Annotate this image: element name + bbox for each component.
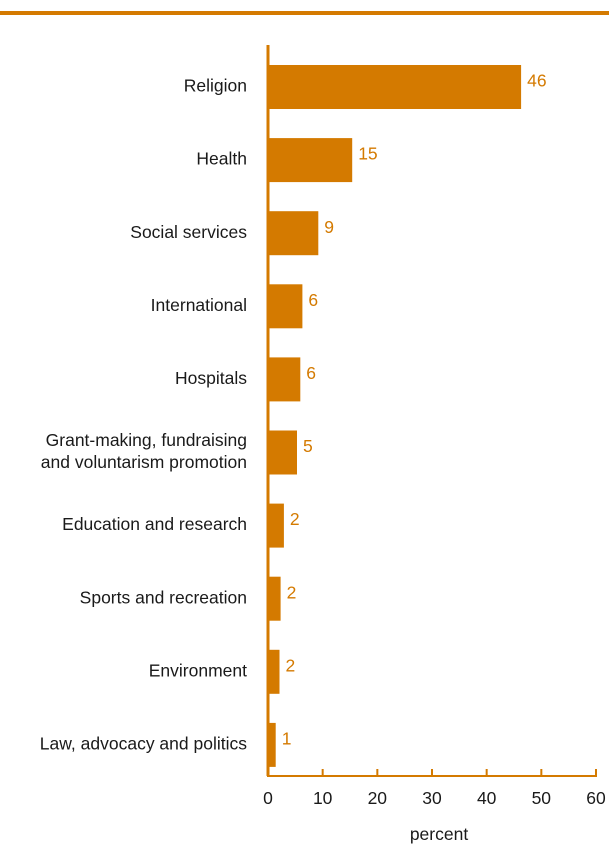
x-tick-label: 60	[586, 788, 606, 808]
category-label: Grant-making, fundraising	[46, 430, 247, 450]
bar	[268, 211, 319, 256]
bar	[268, 357, 301, 402]
x-tick-label: 0	[263, 788, 273, 808]
data-label: 15	[358, 144, 377, 164]
category-label: Education and research	[62, 514, 247, 534]
data-label: 6	[308, 290, 318, 310]
data-label: 2	[290, 509, 300, 529]
category-label: Religion	[184, 76, 247, 96]
bar	[268, 503, 284, 548]
x-tick-label: 10	[313, 788, 333, 808]
data-label: 2	[286, 655, 296, 675]
category-label: Law, advocacy and politics	[40, 734, 247, 754]
bar	[268, 430, 297, 475]
bar	[268, 65, 522, 109]
category-label: and voluntarism promotion	[41, 452, 247, 472]
data-label: 9	[324, 217, 334, 237]
x-axis: 0 10 20 30 40 50 60 percent	[263, 45, 606, 844]
category-label: International	[151, 295, 247, 315]
x-axis-title: percent	[410, 824, 469, 844]
bar	[268, 284, 303, 329]
bar	[268, 576, 281, 621]
bars-layer	[268, 65, 522, 767]
data-label: 5	[303, 436, 313, 456]
x-tick-label: 50	[532, 788, 552, 808]
data-label: 2	[287, 582, 297, 602]
bar	[268, 649, 280, 694]
data-label: 6	[306, 363, 316, 383]
data-label: 1	[282, 729, 292, 749]
category-label: Sports and recreation	[80, 587, 247, 607]
x-tick-label: 20	[368, 788, 388, 808]
top-rule	[0, 11, 609, 15]
category-label: Social services	[130, 222, 247, 242]
x-tick-label: 40	[477, 788, 497, 808]
category-label: Health	[196, 149, 247, 169]
data-label: 46	[527, 71, 546, 91]
bar	[268, 722, 276, 767]
category-label: Environment	[149, 660, 247, 680]
bar	[268, 138, 353, 183]
category-label: Hospitals	[175, 368, 247, 388]
x-tick-label: 30	[422, 788, 442, 808]
